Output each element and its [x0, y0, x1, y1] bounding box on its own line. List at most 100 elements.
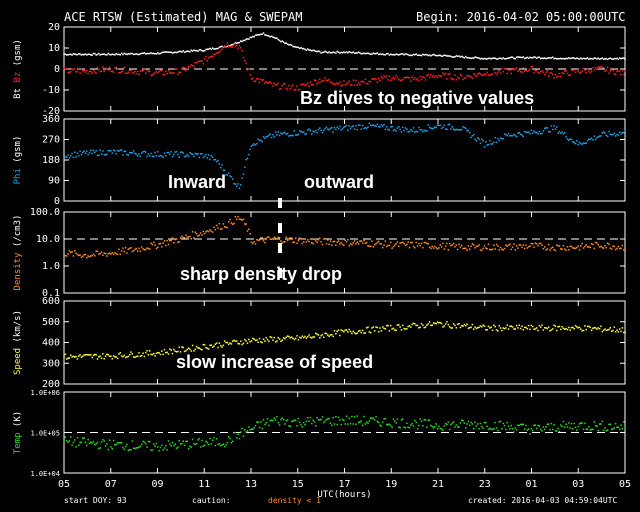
point-phi [483, 145, 486, 148]
point-bt [119, 54, 122, 56]
point-phi [296, 134, 298, 136]
point-speed [432, 322, 435, 324]
point-temp [197, 439, 199, 441]
point-phi [174, 151, 176, 153]
point-phi [82, 151, 84, 154]
point-speed [490, 326, 492, 328]
point-speed [570, 326, 573, 329]
point-phi [210, 154, 213, 157]
point-bz [126, 72, 128, 75]
point-bt [560, 57, 562, 60]
point-phi [178, 156, 180, 158]
point-temp [260, 421, 262, 423]
point-density [207, 230, 210, 233]
point-bz [557, 75, 559, 77]
point-temp [368, 420, 371, 422]
point-speed [481, 326, 483, 328]
point-bz [116, 68, 119, 70]
point-speed [371, 327, 373, 329]
point-temp [446, 423, 448, 426]
point-speed [143, 355, 146, 358]
point-temp [155, 442, 158, 445]
point-bt [134, 53, 136, 56]
point-density [290, 237, 293, 239]
point-speed [589, 326, 591, 329]
point-bz [202, 63, 205, 65]
point-phi [191, 153, 194, 155]
point-phi [466, 129, 468, 132]
point-bz [565, 70, 567, 72]
point-phi [277, 131, 280, 133]
point-temp [122, 446, 124, 449]
point-bt [590, 57, 593, 60]
point-density [432, 247, 435, 249]
point-bz [612, 69, 614, 71]
point-bt [86, 54, 88, 56]
point-temp [110, 446, 112, 448]
point-phi [600, 135, 602, 137]
point-speed [108, 355, 111, 357]
point-bz [236, 44, 238, 47]
point-density [323, 238, 325, 240]
point-bz [214, 53, 217, 55]
point-bt [289, 43, 292, 46]
point-bt [190, 49, 192, 51]
point-density [197, 235, 199, 237]
point-bt [140, 52, 143, 55]
point-temp [569, 427, 571, 429]
point-temp [487, 428, 490, 431]
point-bz [177, 73, 179, 76]
point-bz [576, 68, 578, 71]
point-density [568, 248, 570, 251]
point-speed [221, 346, 223, 348]
point-temp [211, 439, 214, 442]
point-temp [602, 429, 605, 431]
point-speed [505, 327, 507, 329]
point-temp [323, 421, 325, 424]
point-phi [404, 127, 407, 129]
point-phi [621, 132, 624, 134]
point-bt [151, 52, 154, 55]
point-density [74, 250, 76, 252]
point-bt [210, 48, 213, 51]
point-bz [359, 83, 361, 86]
point-phi [136, 155, 139, 157]
point-temp [245, 431, 247, 433]
point-temp [100, 441, 103, 443]
point-phi [215, 160, 218, 163]
point-density [340, 241, 342, 244]
point-bz [143, 68, 146, 71]
point-bt [535, 57, 538, 59]
point-phi [426, 129, 428, 132]
point-temp [298, 421, 301, 423]
point-density [566, 246, 569, 248]
point-speed [561, 326, 563, 328]
point-temp [407, 426, 409, 429]
point-phi [241, 177, 243, 179]
point-speed [296, 335, 298, 337]
point-speed [402, 324, 404, 327]
point-speed [132, 356, 135, 358]
point-phi [586, 139, 589, 142]
point-bt [384, 53, 387, 56]
point-bz [284, 83, 286, 85]
point-density [471, 243, 474, 245]
point-bt [543, 57, 546, 59]
point-temp [385, 423, 388, 426]
point-speed [529, 328, 531, 331]
point-speed [396, 324, 399, 326]
point-bz [389, 79, 392, 82]
point-speed [506, 324, 508, 326]
point-bz [396, 76, 399, 79]
point-bt [356, 52, 359, 54]
point-density [533, 246, 535, 248]
point-bt [258, 34, 261, 36]
point-phi [272, 133, 274, 136]
point-bt [521, 56, 523, 59]
point-temp [447, 421, 450, 423]
point-speed [534, 328, 537, 330]
point-speed [498, 325, 500, 327]
point-bz [456, 76, 459, 79]
point-phi [355, 125, 357, 127]
point-speed [351, 332, 353, 335]
